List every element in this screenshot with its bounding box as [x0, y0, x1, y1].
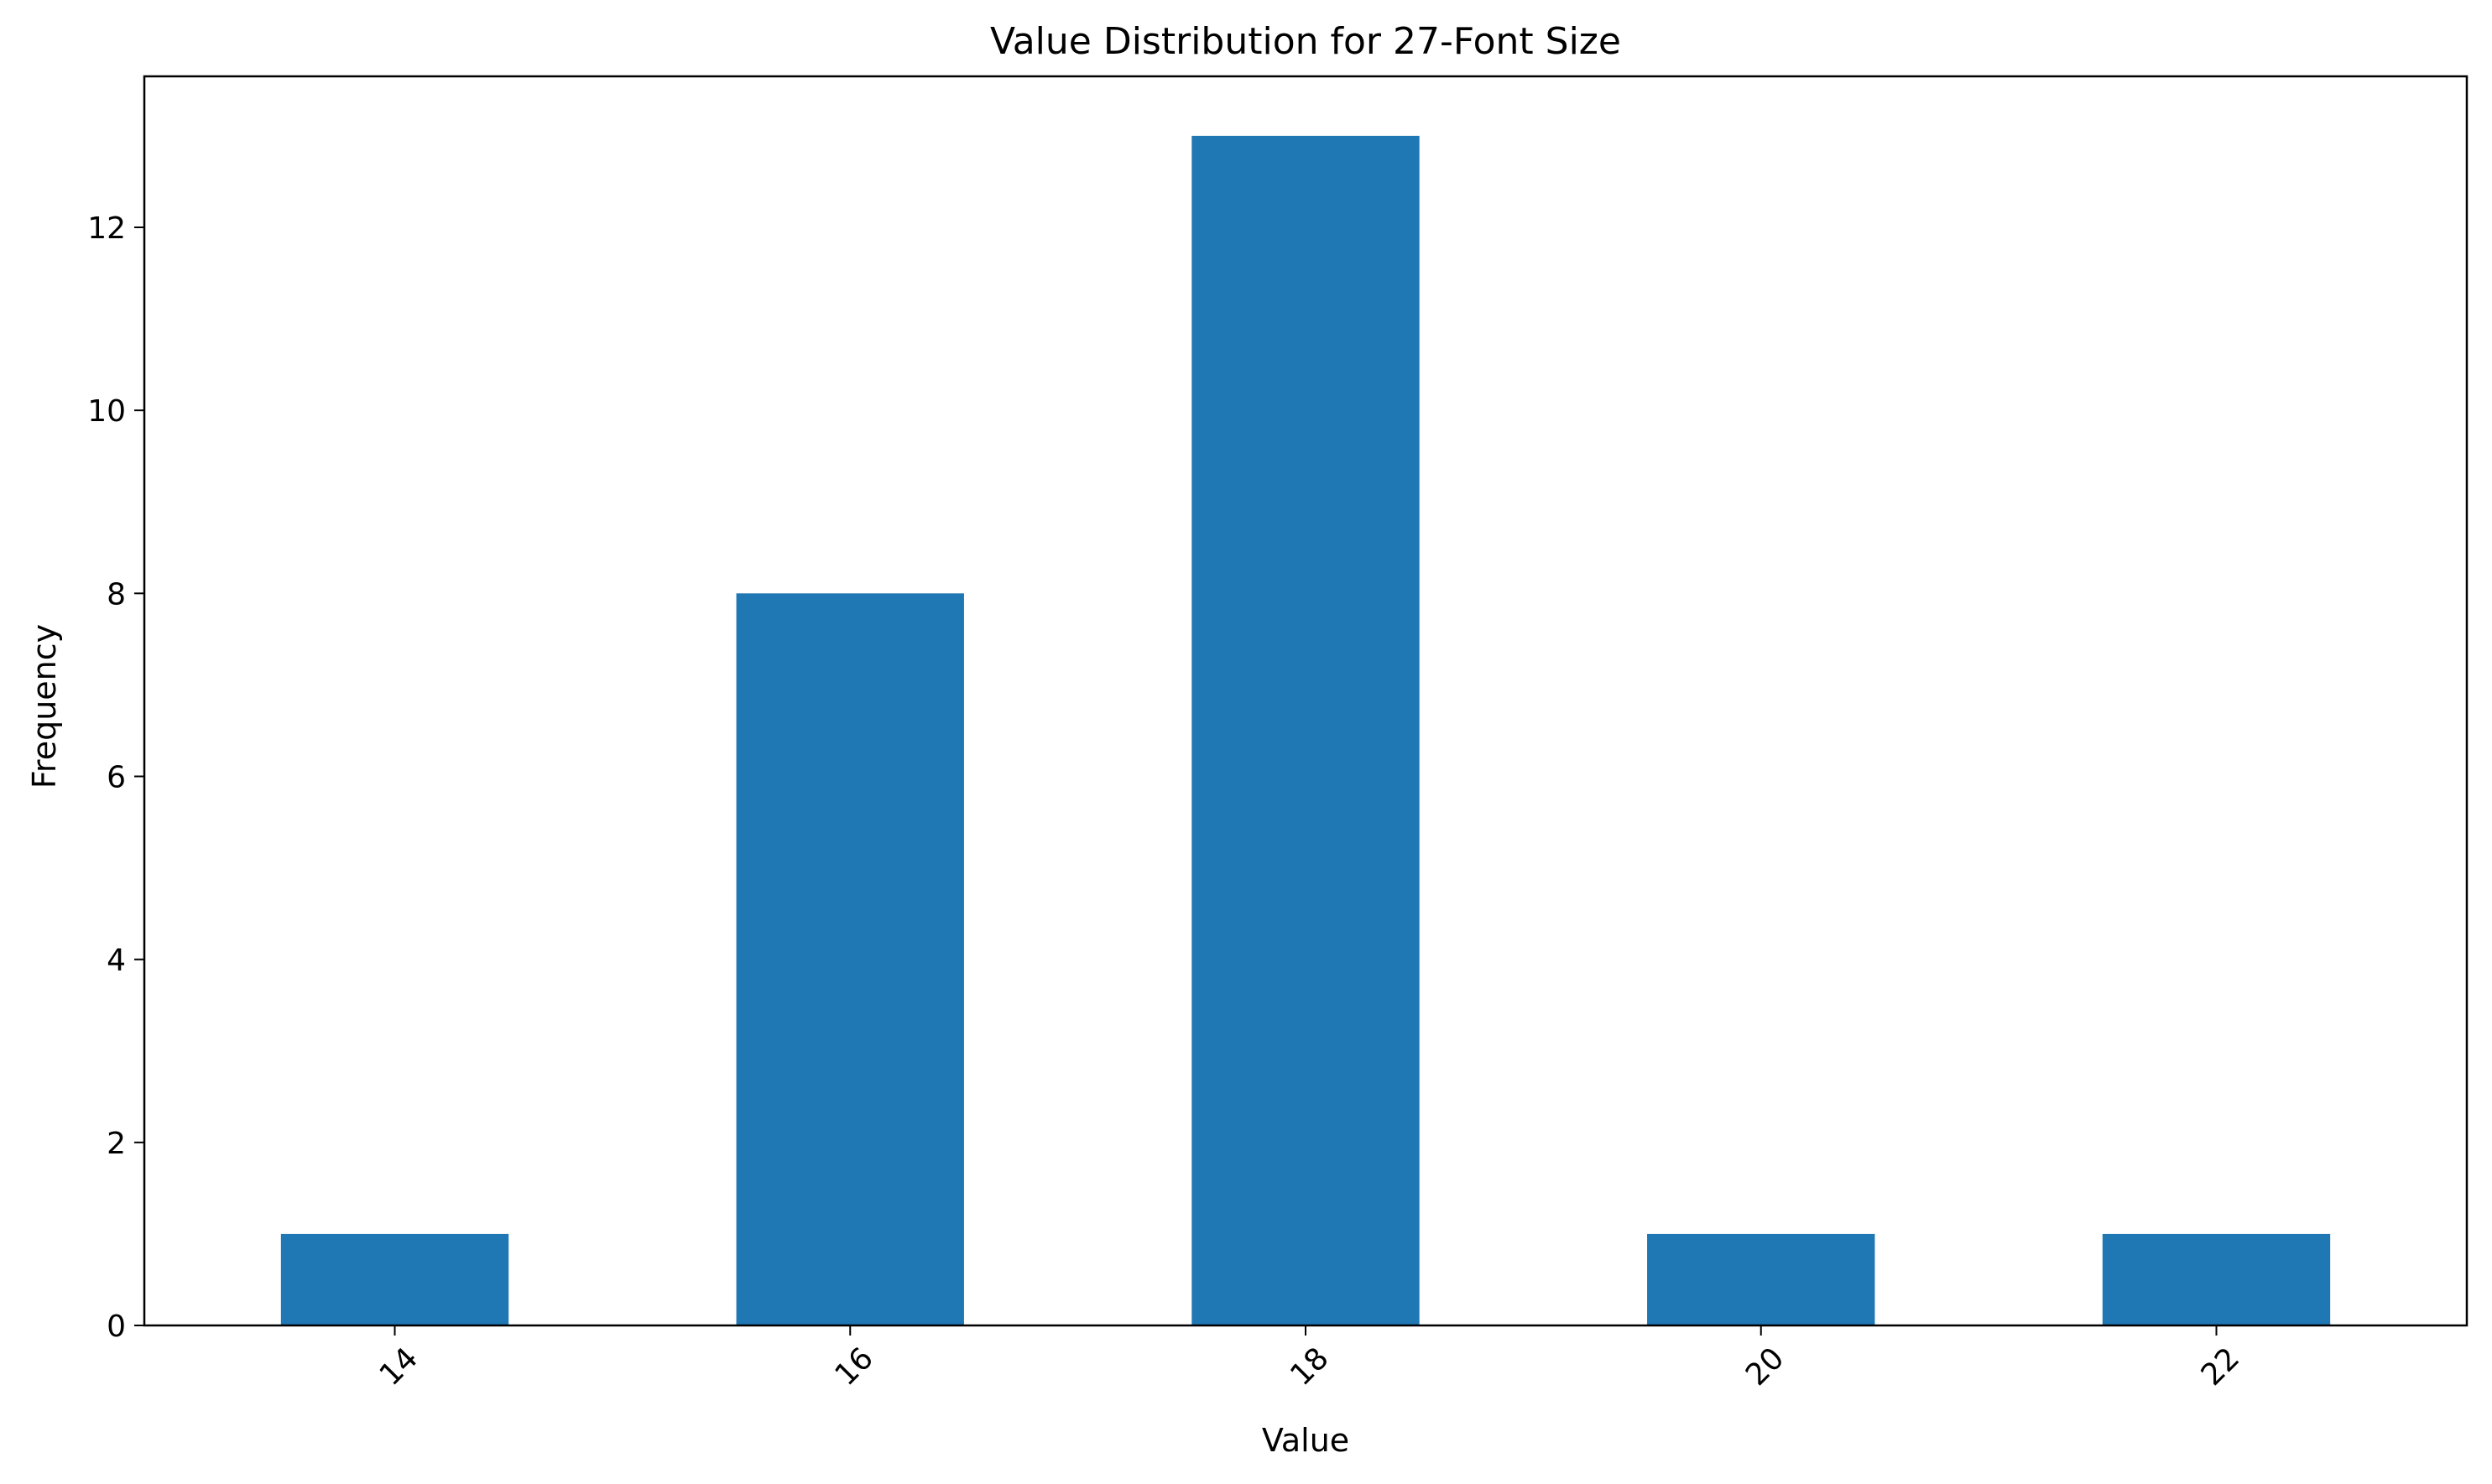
x-tick-label: 16 [829, 1341, 880, 1393]
bar-22 [2102, 1233, 2331, 1325]
x-tick-label: 14 [373, 1341, 425, 1393]
x-axis: 14 16 18 20 22 [373, 1325, 2246, 1393]
y-tick-label: 4 [107, 944, 126, 978]
x-tick-label: 18 [1284, 1341, 1335, 1393]
bar-20 [1647, 1233, 1875, 1325]
y-axis-label: Frequency [26, 624, 63, 789]
bar-18 [1191, 135, 1420, 1325]
y-tick-label: 10 [87, 394, 126, 429]
y-tick-label: 12 [87, 211, 126, 246]
y-tick-label: 0 [107, 1310, 126, 1344]
chart-title: Value Distribution for 27-Font Size [990, 20, 1621, 63]
x-tick-label: 20 [1739, 1341, 1791, 1393]
y-tick-label: 6 [107, 760, 126, 794]
bar-16 [736, 593, 964, 1325]
x-tick-label: 22 [2195, 1341, 2246, 1393]
y-axis: 0 2 4 6 8 10 12 [87, 211, 144, 1344]
bar-14 [280, 1233, 509, 1325]
x-axis-label: Value [1262, 1422, 1349, 1459]
y-tick-label: 8 [107, 577, 126, 612]
y-tick-label: 2 [107, 1127, 126, 1161]
plot-area [280, 135, 2331, 1325]
